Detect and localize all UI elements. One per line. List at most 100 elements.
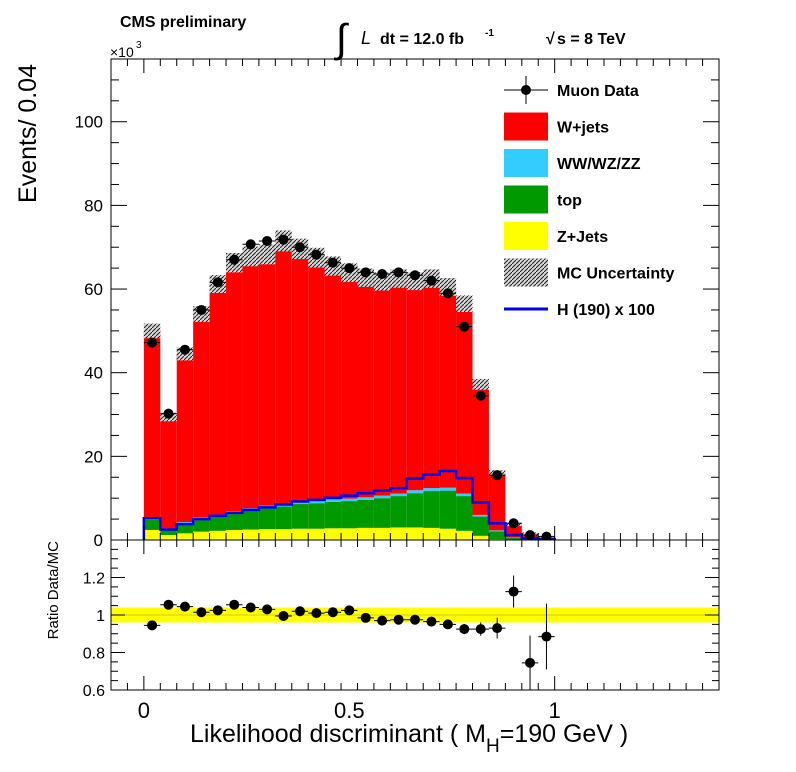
stack-bar-top bbox=[423, 491, 440, 528]
data-point bbox=[212, 277, 223, 288]
data-point bbox=[344, 263, 355, 274]
stack-bar-z-jets bbox=[472, 535, 489, 540]
ratio-point bbox=[163, 599, 174, 610]
ratio-point bbox=[377, 615, 388, 626]
stack-bar-z-jets bbox=[226, 529, 243, 540]
stack-bar-top bbox=[456, 496, 473, 531]
stack-bar-top bbox=[472, 516, 489, 536]
y-multiplier-exponent: 3 bbox=[136, 40, 142, 51]
lumi-symbol: L bbox=[361, 28, 371, 48]
stack-bar-w-jets bbox=[242, 256, 259, 509]
stack-bar-z-jets bbox=[373, 527, 391, 540]
data-point bbox=[475, 390, 486, 401]
ratio-y-tick-label: 1 bbox=[96, 608, 105, 625]
stack-bar-w-jets bbox=[258, 254, 276, 506]
stack-bar-top bbox=[160, 530, 177, 535]
data-point bbox=[294, 242, 305, 253]
stack-bar-top bbox=[324, 501, 342, 529]
data-point bbox=[426, 275, 437, 286]
energy-label: s = 8 TeV bbox=[557, 31, 626, 48]
stack-bar-z-jets bbox=[357, 527, 374, 540]
stack-bar-top bbox=[341, 501, 358, 529]
stack-bar-top bbox=[209, 516, 227, 531]
legend-entry-ww-wz-zz-label: WW/WZ/ZZ bbox=[557, 156, 641, 173]
stack-bar-z-jets bbox=[439, 528, 457, 540]
x-tick-label: 0 bbox=[138, 698, 150, 723]
stack-bar-z-jets bbox=[143, 529, 161, 540]
stack-bar-ww-wz-zz bbox=[324, 499, 342, 502]
sqrt-symbol: √ bbox=[546, 31, 555, 48]
legend-entry-top-label: top bbox=[557, 193, 582, 210]
data-point bbox=[459, 321, 470, 332]
stack-bar-ww-wz-zz bbox=[488, 530, 506, 532]
stack-bar-top bbox=[143, 519, 161, 530]
stack-bar-ww-wz-zz bbox=[390, 493, 407, 497]
stack-bar-w-jets bbox=[275, 240, 292, 505]
x-axis-label: Likelihood discriminant ( MH=190 GeV ) bbox=[190, 720, 628, 757]
stack-bar-z-jets bbox=[209, 530, 227, 540]
luminosity-exponent: -1 bbox=[485, 28, 494, 39]
stack-bar-w-jets bbox=[373, 281, 391, 496]
stack-bar-ww-wz-zz bbox=[341, 498, 358, 502]
mc-uncertainty-band bbox=[143, 323, 161, 339]
legend-entry-mc-uncertainty-label: MC Uncertainty bbox=[557, 266, 674, 283]
data-point bbox=[442, 288, 453, 299]
stack-bar-w-jets bbox=[291, 248, 309, 502]
data-point bbox=[179, 344, 190, 355]
legend-entry-ww-wz-zz-swatch bbox=[504, 149, 548, 177]
ratio-y-axis-label: Ratio Data/MC bbox=[45, 541, 62, 640]
stack-bar-ww-wz-zz bbox=[291, 501, 309, 505]
x-axis-label-main: Likelihood discriminant ( M bbox=[190, 720, 486, 748]
stack-bar-w-jets bbox=[226, 262, 243, 512]
stack-bar-ww-wz-zz bbox=[439, 487, 457, 491]
stack-bar-w-jets bbox=[488, 472, 506, 531]
y-tick-label: 40 bbox=[84, 364, 103, 383]
stack-bar-z-jets bbox=[390, 527, 407, 540]
stack-bar-w-jets bbox=[472, 384, 489, 515]
stack-bar-z-jets bbox=[324, 528, 342, 540]
stack-bar-top bbox=[505, 537, 522, 540]
ratio-point bbox=[475, 624, 486, 635]
legend-entry-muon-data-label: Muon Data bbox=[557, 83, 639, 100]
stack-bar-w-jets bbox=[439, 286, 457, 488]
ratio-point bbox=[525, 657, 536, 668]
x-axis-label-sub: H bbox=[486, 736, 500, 757]
stack-bar-z-jets bbox=[291, 528, 309, 540]
data-point bbox=[327, 257, 338, 268]
ratio-point bbox=[442, 619, 453, 630]
data-point bbox=[410, 270, 420, 281]
data-point bbox=[393, 267, 404, 278]
data-point bbox=[147, 337, 158, 348]
ratio-point bbox=[212, 605, 223, 616]
data-point bbox=[229, 254, 240, 265]
mc-uncertainty-band bbox=[472, 378, 489, 390]
mc-uncertainty-band bbox=[242, 246, 259, 267]
legend-entry-z-jets-swatch bbox=[504, 222, 548, 250]
stack-bar-w-jets bbox=[324, 266, 342, 500]
ratio-point bbox=[311, 608, 322, 619]
stack-bar-w-jets bbox=[406, 281, 424, 491]
ratio-y-tick-label: 1.2 bbox=[83, 571, 105, 588]
stack-bar-w-jets bbox=[456, 303, 473, 494]
mc-uncertainty-band bbox=[456, 295, 473, 312]
ratio-point bbox=[327, 607, 338, 618]
stack-bar-z-jets bbox=[308, 528, 325, 540]
ratio-point bbox=[410, 614, 420, 625]
y-multiplier: ×10 bbox=[110, 44, 134, 60]
stack-bar-z-jets bbox=[258, 529, 276, 540]
y-tick-label: 60 bbox=[84, 280, 103, 299]
ratio-point bbox=[541, 631, 552, 642]
stack-bar-top bbox=[406, 493, 424, 528]
x-axis-label-post: =190 GeV ) bbox=[500, 720, 629, 748]
data-point bbox=[262, 235, 273, 246]
stack-bar-z-jets bbox=[406, 527, 424, 540]
stack-bar-ww-wz-zz bbox=[456, 493, 473, 497]
axes: 0 20 40 60 80 100 0.6 0.8 1 1.2 0 0.5 1 bbox=[75, 58, 720, 723]
legend-entry-w-jets-label: W+jets bbox=[557, 120, 609, 137]
data-point bbox=[377, 268, 388, 279]
stack-bar-ww-wz-zz bbox=[357, 497, 374, 500]
stack-bar-top bbox=[291, 504, 309, 529]
stack-bar-w-jets bbox=[357, 277, 374, 498]
ratio-point bbox=[179, 601, 190, 612]
stack-bar-w-jets bbox=[341, 272, 358, 499]
